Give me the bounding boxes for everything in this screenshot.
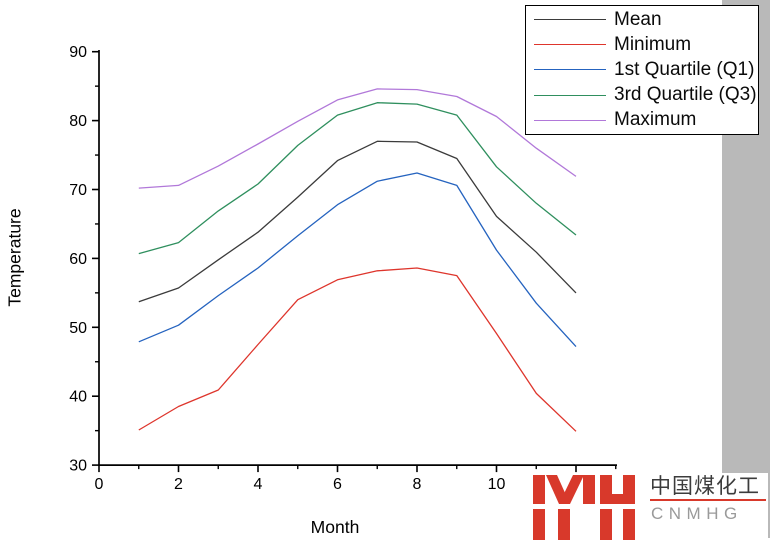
legend-line-swatch [534,69,606,71]
x-axis-title: Month [310,517,360,537]
series-line-mean [138,140,577,303]
series-line-maximum [138,88,577,189]
watermark-company-name-en: CNMHG [651,504,743,523]
y-tick-label: 80 [69,113,87,130]
legend-label: Mean [614,8,662,30]
x-tick-label: 10 [488,476,506,493]
logo-mark-shape [533,509,545,540]
logo-mark-shape [623,509,635,540]
chart-legend: Mean Minimum 1st Quartile (Q1) 3rd Quartile… [525,5,759,135]
x-tick-label: 0 [95,476,104,493]
legend-item: Minimum [526,32,758,57]
watermark-company-name-cn: 中国煤化工 [650,475,760,498]
logo-mark-shape [600,475,612,504]
legend-item: Maximum [526,108,758,133]
legend-label: Minimum [614,33,692,55]
x-tick-label: 2 [174,476,183,493]
logo-mark-shape [558,509,570,540]
legend-label: 3rd Quartile (Q3) [614,84,757,106]
legend-item: 1st Quartile (Q1) [526,57,758,82]
series-line-minimum [138,267,577,432]
logo-mark-shape [533,475,545,504]
y-tick-label: 70 [69,182,87,199]
legend-line-swatch [534,19,606,21]
legend-item: 3rd Quartile (Q3) [526,83,758,108]
logo-mark-shape [559,475,584,504]
legend-line-swatch [534,44,606,46]
y-tick-label: 40 [69,389,87,406]
y-tick-label: 50 [69,320,87,337]
y-tick-label: 90 [69,44,87,61]
series-line-1st-quartile-q1- [138,172,577,348]
y-tick-label: 60 [69,251,87,268]
logo-mark-shape [612,494,623,504]
cnmhg-watermark: 中国煤化工 CNMHG [528,473,768,545]
watermark-underline [650,499,766,501]
x-tick-label: 6 [333,476,342,493]
legend-line-swatch [534,119,606,121]
y-axis-title: Temperature [4,208,25,307]
logo-mark-shape [583,475,595,504]
series-line-3rd-quartile-q3- [138,102,577,255]
legend-item: Mean [526,7,758,32]
x-tick-label: 8 [413,476,422,493]
legend-label: Maximum [614,109,697,131]
legend-label: 1st Quartile (Q1) [614,58,755,80]
cnmhg-logo-icon [533,475,635,540]
y-tick-label: 30 [69,458,87,475]
logo-mark-shape [600,509,612,540]
legend-line-swatch [534,94,606,96]
x-tick-label: 4 [254,476,263,493]
logo-mark-shape [623,475,635,504]
